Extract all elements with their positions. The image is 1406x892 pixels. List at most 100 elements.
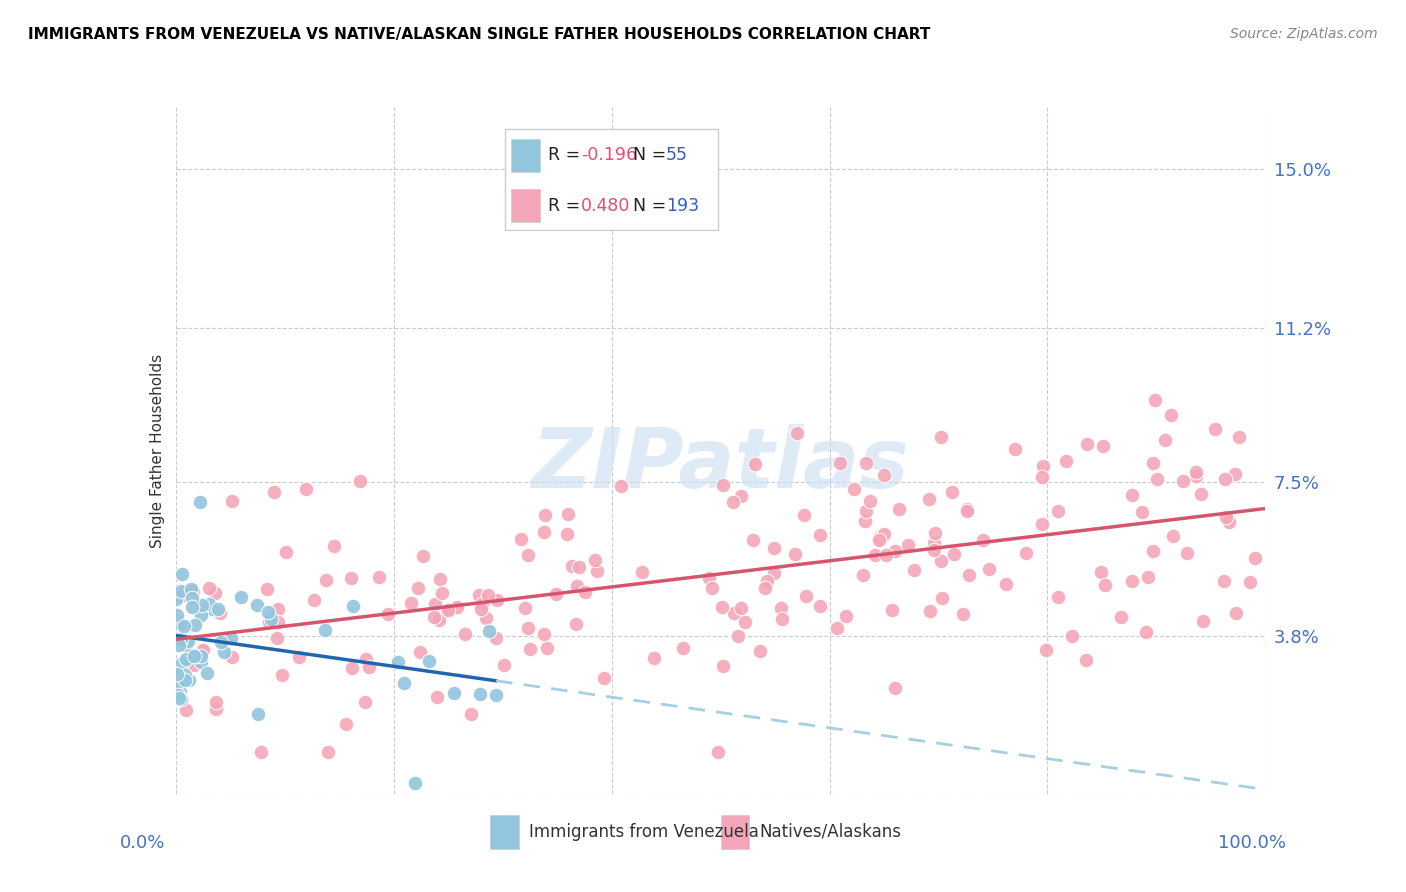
Point xyxy=(418,654,440,668)
Point xyxy=(828,456,851,470)
Point xyxy=(174,667,197,681)
Point xyxy=(256,605,278,619)
Point xyxy=(516,548,538,562)
Point xyxy=(924,526,946,541)
Point xyxy=(769,601,792,615)
Point xyxy=(917,491,939,506)
Point xyxy=(260,612,283,626)
Point xyxy=(713,659,735,673)
Point xyxy=(786,425,808,440)
Point xyxy=(209,634,232,648)
Point xyxy=(1136,569,1159,583)
Point xyxy=(853,514,876,528)
Point xyxy=(468,588,491,602)
Point xyxy=(586,565,609,579)
Point xyxy=(1121,574,1143,588)
Point xyxy=(762,566,785,580)
Point xyxy=(546,587,568,601)
Point xyxy=(437,603,460,617)
Point xyxy=(706,745,728,759)
Point xyxy=(855,504,877,518)
Point xyxy=(744,457,766,471)
Point xyxy=(561,558,583,573)
Point xyxy=(1130,505,1153,519)
Point xyxy=(568,560,591,574)
Point xyxy=(174,703,197,717)
Point xyxy=(470,601,492,615)
Point xyxy=(1074,653,1097,667)
Point xyxy=(184,617,207,632)
Point xyxy=(1094,577,1116,591)
Text: Source: ZipAtlas.com: Source: ZipAtlas.com xyxy=(1230,27,1378,41)
Point xyxy=(957,567,980,582)
Point xyxy=(276,544,298,558)
Point xyxy=(943,548,966,562)
Point xyxy=(183,649,205,664)
Point xyxy=(170,692,193,706)
Bar xyxy=(491,814,519,849)
Point xyxy=(882,603,904,617)
Bar xyxy=(512,189,540,222)
Text: 55: 55 xyxy=(666,146,688,164)
Point xyxy=(201,602,224,616)
Text: 193: 193 xyxy=(666,197,699,215)
Point xyxy=(515,600,537,615)
Point xyxy=(256,582,278,596)
Point xyxy=(454,627,477,641)
Point xyxy=(1035,642,1057,657)
Point xyxy=(583,552,606,566)
Point xyxy=(754,581,776,595)
Point xyxy=(166,607,188,622)
Point xyxy=(1213,574,1236,589)
Point xyxy=(1031,470,1053,484)
Point xyxy=(342,599,364,613)
Point xyxy=(941,484,963,499)
Point xyxy=(741,533,763,547)
Point xyxy=(956,501,979,516)
Point xyxy=(873,468,896,483)
Point xyxy=(426,690,449,705)
Point xyxy=(808,599,831,613)
Text: ZIPatlas: ZIPatlas xyxy=(531,424,910,505)
Point xyxy=(169,638,191,652)
Point xyxy=(1161,529,1184,543)
Point xyxy=(1109,610,1132,624)
Point xyxy=(166,667,188,681)
Text: 0.0%: 0.0% xyxy=(120,834,165,852)
Point xyxy=(471,597,494,611)
Point xyxy=(181,591,204,605)
Point xyxy=(377,607,399,621)
Point xyxy=(1189,486,1212,500)
Point xyxy=(1143,393,1166,408)
Point xyxy=(188,495,211,509)
Point xyxy=(446,599,468,614)
Point xyxy=(852,568,875,582)
Point xyxy=(166,688,188,702)
Point xyxy=(872,527,894,541)
FancyBboxPatch shape xyxy=(505,128,718,229)
Point xyxy=(808,527,831,541)
Point xyxy=(250,745,273,759)
Text: N =: N = xyxy=(633,146,672,164)
Point xyxy=(169,617,191,632)
Point xyxy=(170,632,193,646)
Point xyxy=(354,651,377,665)
Point xyxy=(165,591,187,606)
Point xyxy=(1185,468,1208,483)
Point xyxy=(534,508,557,522)
Point xyxy=(190,655,212,669)
Point xyxy=(177,673,200,687)
Point xyxy=(1175,545,1198,559)
Point xyxy=(1076,437,1098,451)
Point xyxy=(929,430,952,444)
Point xyxy=(859,493,882,508)
Point xyxy=(322,539,344,553)
Point xyxy=(191,644,214,658)
Point xyxy=(183,657,205,672)
Point xyxy=(190,649,212,664)
Point xyxy=(295,482,318,496)
Point xyxy=(1213,472,1236,486)
Point xyxy=(335,716,357,731)
Point xyxy=(1032,458,1054,473)
Point xyxy=(711,599,734,614)
